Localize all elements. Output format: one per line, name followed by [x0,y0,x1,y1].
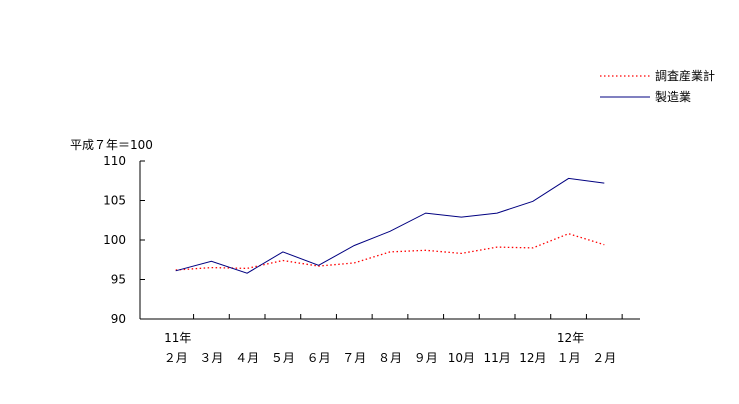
x-tick-label: ５月 [271,351,295,365]
y-tick-label: 105 [103,194,126,208]
x-tick-label: ２月 [592,351,616,365]
x-tick-label: 11月 [484,351,511,365]
x-tick-label: ４月 [235,351,259,365]
tick-labels: 90 95 100 105 110 ２月 ３月 ４月 ５月 ６月 ７月 ８月 ９月 10月 11月 12月 １月… [103,154,616,365]
y-tick-label: 100 [103,233,126,247]
x-tick-label: 12月 [519,351,546,365]
y-tick-label: 110 [103,154,126,168]
legend-label-manufacturing: 製造業 [655,90,691,104]
axes [139,160,640,320]
legend: 調査産業計 製造業 [600,68,715,104]
x-year-label: 12年 [557,331,584,345]
x-tick-label: ７月 [342,351,366,365]
unit-label: 平成７年＝100 [70,138,153,152]
x-tick-label: ３月 [199,351,223,365]
legend-label-total: 調査産業計 [655,68,715,83]
x-tick-label: 10月 [448,351,475,365]
x-year-label: 11年 [164,331,191,345]
x-tick-label: ６月 [307,351,331,365]
y-tick-label: 95 [111,273,126,287]
x-tick-label: ８月 [378,351,402,365]
x-tick-label: １月 [557,351,581,365]
x-tick-label: ２月 [164,351,188,365]
y-tick-label: 90 [111,312,126,326]
series-line-total [175,233,605,271]
series-lines [175,177,605,274]
series-line-manufacturing [175,177,605,274]
x-tick-label: ９月 [414,351,438,365]
